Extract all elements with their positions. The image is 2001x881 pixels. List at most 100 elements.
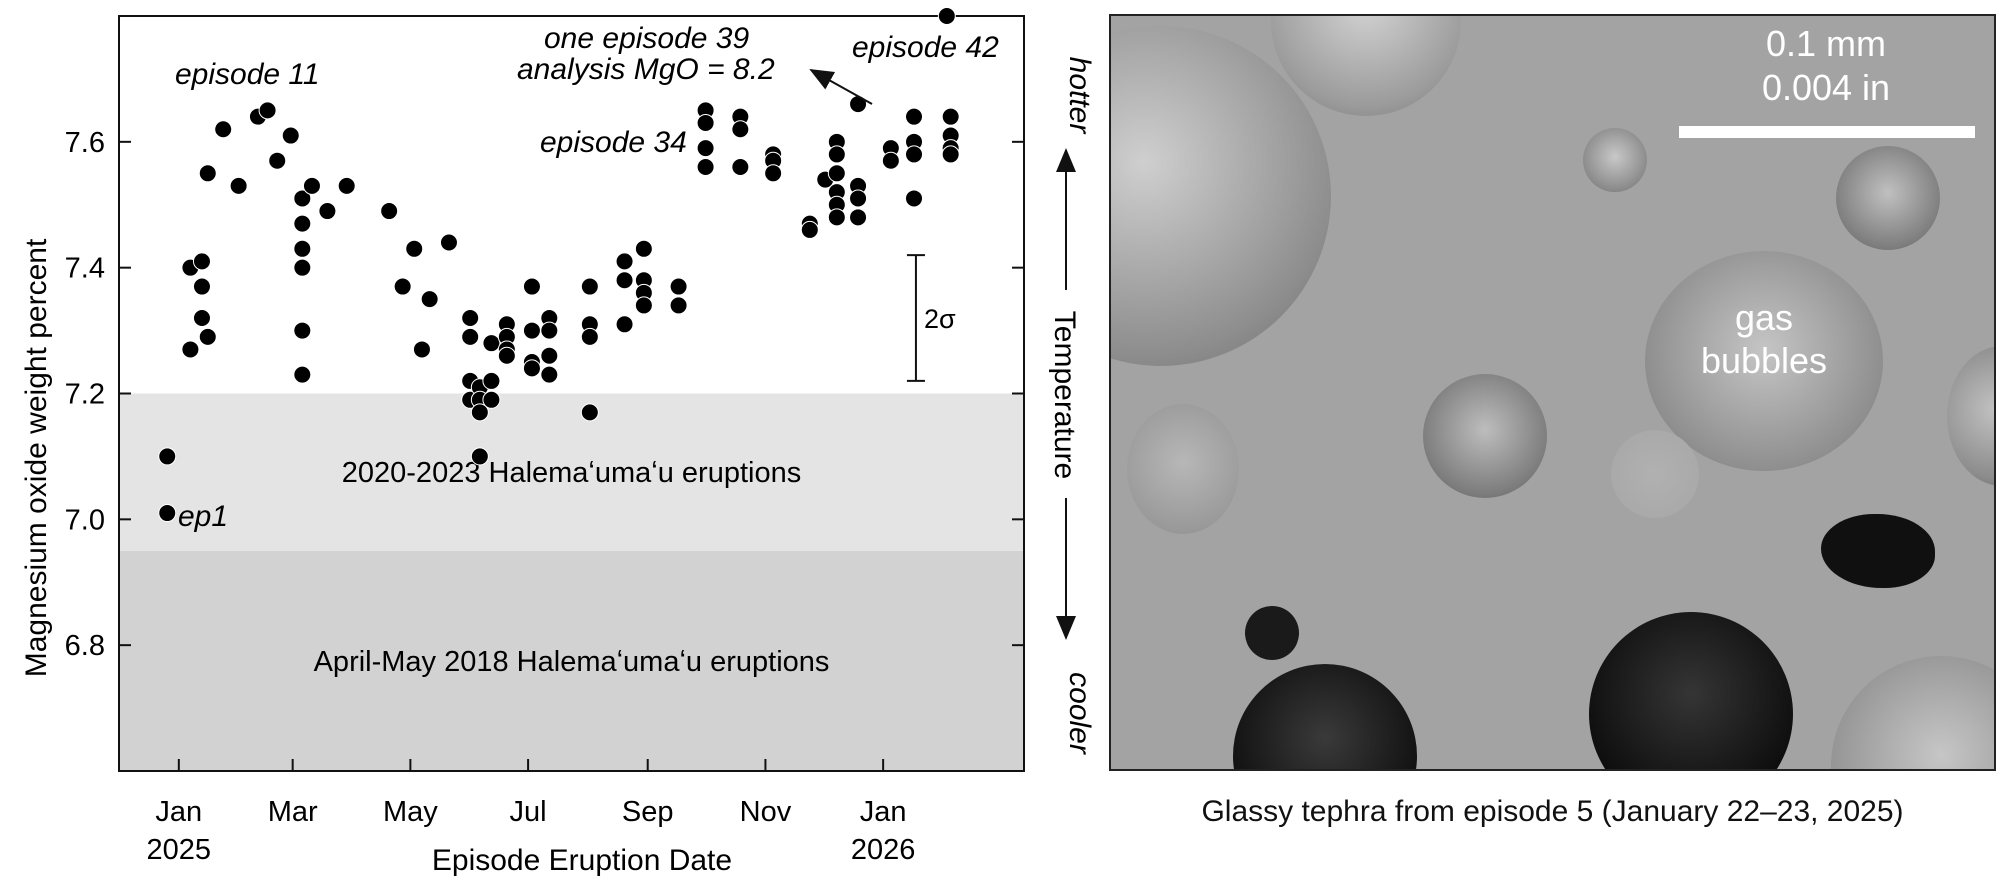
- data-point: [696, 113, 715, 132]
- x-tick-label-month: Jan: [155, 796, 202, 828]
- data-point: [258, 101, 277, 120]
- reference-band: [119, 550, 1024, 771]
- y-tick-label: 6.8: [65, 630, 105, 662]
- data-point: [849, 95, 868, 114]
- dark-vesicle: [1233, 664, 1417, 769]
- data-point: [214, 120, 233, 139]
- x-tick-label-year: 2026: [851, 834, 916, 866]
- data-point: [580, 277, 599, 296]
- x-tick-label-month: Jan: [860, 796, 907, 828]
- data-point: [229, 176, 248, 195]
- band-label: 2020-2023 Halemaʻumaʻu eruptions: [342, 457, 801, 489]
- data-point: [192, 252, 211, 271]
- temperature-hotter-label: hotter: [1063, 57, 1096, 135]
- data-point: [293, 214, 312, 233]
- data-point: [497, 346, 516, 365]
- data-point: [461, 309, 480, 327]
- data-point: [281, 126, 300, 145]
- data-point: [461, 327, 480, 346]
- error-bar-label: 2σ: [924, 304, 956, 334]
- data-point: [293, 258, 312, 277]
- gas-bubble: [1645, 251, 1883, 471]
- data-point: [181, 340, 200, 359]
- data-point: [412, 340, 431, 359]
- dark-vesicle: [1589, 612, 1793, 769]
- data-point: [827, 145, 846, 164]
- gas-bubble: [1127, 404, 1239, 534]
- temperature-axis-title: Temperature: [1048, 311, 1081, 479]
- scale-bar: [1679, 126, 1975, 138]
- annotation-episode-39-line1: one episode 39: [544, 22, 749, 55]
- annotation-ep1: ep1: [178, 500, 228, 533]
- band-labels: 2020-2023 Halemaʻumaʻu eruptions April-Ma…: [314, 457, 830, 678]
- data-point: [522, 359, 541, 378]
- data-point: [669, 296, 688, 315]
- y-tick-label: 7.0: [65, 504, 105, 536]
- data-point: [420, 290, 439, 309]
- data-points: [158, 7, 960, 523]
- data-point: [696, 139, 715, 158]
- data-point: [937, 7, 956, 25]
- data-point: [482, 371, 501, 390]
- temperature-cooler-label: cooler: [1063, 672, 1096, 755]
- data-point: [731, 120, 750, 139]
- scale-label-in: 0.004 in: [1761, 67, 1891, 108]
- data-point: [764, 164, 783, 183]
- reference-band: [119, 393, 1024, 551]
- data-point: [634, 296, 653, 315]
- data-point: [380, 202, 399, 221]
- data-point: [405, 239, 424, 258]
- data-point: [615, 252, 634, 271]
- data-point: [439, 233, 458, 252]
- episode-39-pointer-arrow: [809, 69, 873, 105]
- annotation-episode-11: episode 11: [175, 58, 320, 91]
- data-point: [731, 158, 750, 176]
- data-point: [198, 327, 217, 346]
- data-point: [192, 277, 211, 296]
- data-point: [482, 334, 501, 353]
- data-point: [158, 504, 177, 523]
- data-point: [293, 239, 312, 258]
- data-point: [293, 321, 312, 340]
- data-point: [540, 321, 559, 340]
- data-point: [669, 277, 688, 296]
- data-point: [293, 189, 312, 208]
- y-tick-label: 7.2: [65, 379, 105, 411]
- data-point: [849, 189, 868, 208]
- scale-label-mm: 0.1 mm: [1765, 23, 1887, 64]
- x-tick-label-month: Sep: [622, 796, 674, 828]
- x-tick-label-month: Jul: [510, 796, 547, 828]
- data-point: [337, 176, 356, 195]
- bubble-label-line1: gas: [1734, 297, 1794, 338]
- data-point: [268, 151, 287, 170]
- data-point: [696, 158, 715, 176]
- bubble-label-line2: bubbles: [1700, 340, 1828, 381]
- two-sigma-error-bar: 2σ: [906, 254, 956, 382]
- data-point: [293, 365, 312, 384]
- reference-bands: [119, 393, 1024, 771]
- data-point: [634, 239, 653, 258]
- data-point: [318, 202, 337, 221]
- photo-caption: Glassy tephra from episode 5 (January 22…: [1201, 795, 1904, 828]
- data-point: [540, 365, 559, 384]
- data-point: [827, 164, 846, 183]
- y-tick-label: 7.6: [65, 127, 105, 159]
- data-point: [482, 390, 501, 409]
- y-axis-title: Magnesium oxide weight percent: [20, 238, 53, 677]
- data-point: [905, 189, 924, 208]
- data-point: [941, 107, 960, 126]
- data-point: [800, 220, 819, 239]
- data-point: [158, 447, 177, 466]
- tephra-micrograph: 0.1 mm 0.004 in gas bubbles: [1109, 14, 1996, 771]
- data-point: [522, 277, 541, 296]
- band-label: April-May 2018 Halemaʻumaʻu eruptions: [314, 646, 830, 678]
- gas-bubble: [1831, 656, 1994, 769]
- axis-ticks: 6.8 7.0 7.2 7.4 7.6 Jan 2025 Mar May Jul Sep Nov Jan…: [65, 127, 1024, 866]
- data-point: [849, 208, 868, 227]
- data-point: [615, 315, 634, 334]
- annotation-episode-39-line2: analysis MgO = 8.2: [517, 53, 775, 86]
- gas-bubble: [1423, 374, 1547, 498]
- data-point: [881, 151, 900, 170]
- x-tick-label-month: May: [383, 796, 438, 828]
- data-point: [580, 327, 599, 346]
